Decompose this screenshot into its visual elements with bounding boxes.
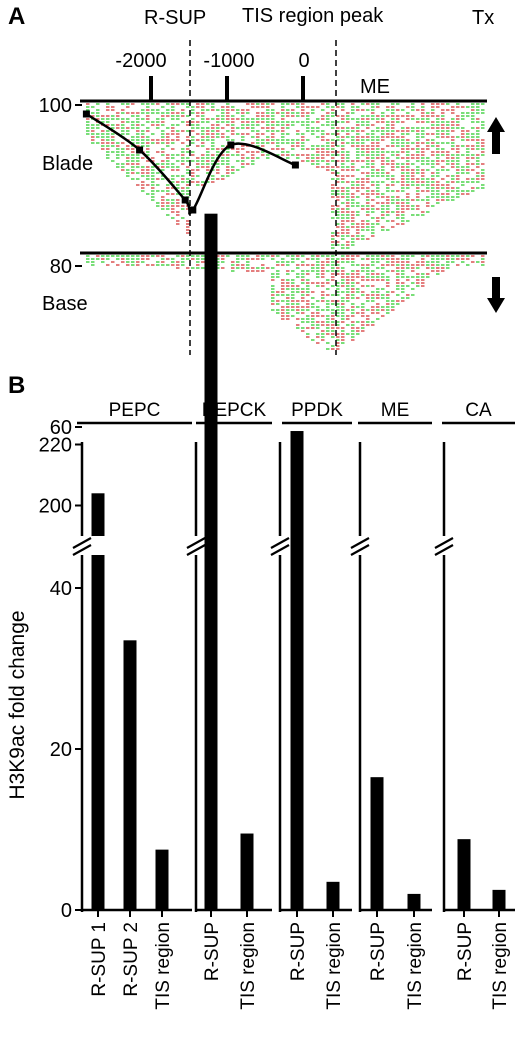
y-axis-label: H3K9ac fold change — [6, 610, 29, 799]
profile-point — [291, 161, 299, 169]
bar-group: PEPC R-SUP 1 R-SUP 2 TIS region — [72, 400, 192, 1010]
category-label: TIS region — [490, 922, 511, 1010]
category-label: TIS region — [324, 922, 345, 1010]
category-label: R-SUP — [368, 922, 389, 981]
y-tick-label: 220 — [39, 435, 72, 457]
axis-break-mark — [270, 544, 290, 556]
y-axis-ticks: 0 20 40 60 80 100 200 220 — [39, 95, 82, 922]
bar — [123, 640, 137, 910]
category-label: R-SUP — [455, 922, 476, 981]
axis-break-mark — [434, 537, 454, 549]
y-tick-label: 20 — [50, 739, 72, 761]
axis-break-mark — [186, 537, 206, 549]
base-label: Base — [42, 293, 88, 315]
coord-tick-label: -1000 — [203, 50, 254, 72]
bar — [457, 839, 471, 910]
gene-label: CA — [465, 400, 492, 421]
y-tick-label: 60 — [50, 417, 72, 439]
panel-a-letter: A — [8, 3, 25, 30]
bar-group: PPDK R-SUP TIS region — [270, 400, 352, 1010]
panel-b-letter: B — [8, 372, 25, 399]
bar-groups: PEPC R-SUP 1 R-SUP 2 TIS region PEPCK R-SUP TI… — [72, 213, 515, 1010]
profile-point — [227, 141, 235, 149]
y-tick-label: 100 — [39, 95, 72, 117]
bar-group: CA R-SUP TIS region — [434, 400, 515, 1010]
category-label: R-SUP 2 — [121, 922, 142, 997]
gene-label: PEPCK — [202, 400, 267, 421]
category-label: R-SUP — [202, 922, 223, 981]
category-label: R-SUP — [288, 922, 309, 981]
panel-a: A R-SUP TIS region peak Tx -2000 -1000 0… — [8, 3, 505, 355]
gene-label: ME — [381, 400, 410, 421]
profile-point — [136, 146, 144, 154]
tis-region-peak-label: TIS region peak — [242, 5, 384, 27]
panel-b: B H3K9ac fold change PEPC R-SUP 1 R-SUP 2 T… — [6, 95, 515, 1010]
category-label: TIS region — [153, 922, 174, 1010]
bar — [407, 893, 421, 910]
axis-break-mark — [72, 544, 92, 556]
axis-break-mark — [350, 544, 370, 556]
axis-break-mark — [350, 537, 370, 549]
gene-label: PEPC — [109, 400, 161, 421]
axis-break-mark — [186, 544, 206, 556]
r-sup-label: R-SUP — [144, 7, 206, 29]
blade-label: Blade — [42, 153, 93, 175]
down-arrow-icon — [487, 277, 505, 313]
bar — [492, 889, 506, 910]
bar-group: ME R-SUP TIS region — [350, 400, 432, 1010]
up-arrow-icon — [487, 117, 505, 154]
profile-point — [181, 196, 189, 204]
axis-break-mark — [270, 537, 290, 549]
bar — [155, 849, 169, 910]
category-label: R-SUP 1 — [89, 922, 110, 997]
y-tick-label: 80 — [50, 256, 72, 278]
me-label: ME — [360, 76, 390, 98]
bar — [91, 555, 105, 910]
bar — [204, 213, 218, 911]
axis-break-mark — [434, 544, 454, 556]
bar — [290, 431, 304, 910]
bar-upper — [91, 493, 105, 536]
bar — [326, 881, 340, 910]
profile-point — [189, 206, 197, 214]
category-label: TIS region — [405, 922, 426, 1010]
profile-point — [82, 110, 90, 118]
read-tracks — [86, 103, 485, 350]
axis-break-mark — [72, 537, 92, 549]
y-tick-label: 0 — [61, 900, 72, 922]
y-tick-label: 200 — [39, 496, 72, 518]
coord-tick-label: 0 — [298, 50, 309, 72]
bar — [370, 777, 384, 910]
coord-tick-label: -2000 — [115, 50, 166, 72]
gene-label: PPDK — [291, 400, 343, 421]
bar — [240, 833, 254, 910]
category-label: TIS region — [238, 922, 259, 1010]
y-tick-label: 40 — [50, 578, 72, 600]
blade-profile-points — [82, 110, 299, 214]
tx-label: Tx — [472, 7, 494, 29]
bar-group: PEPCK R-SUP TIS region — [186, 213, 272, 1010]
